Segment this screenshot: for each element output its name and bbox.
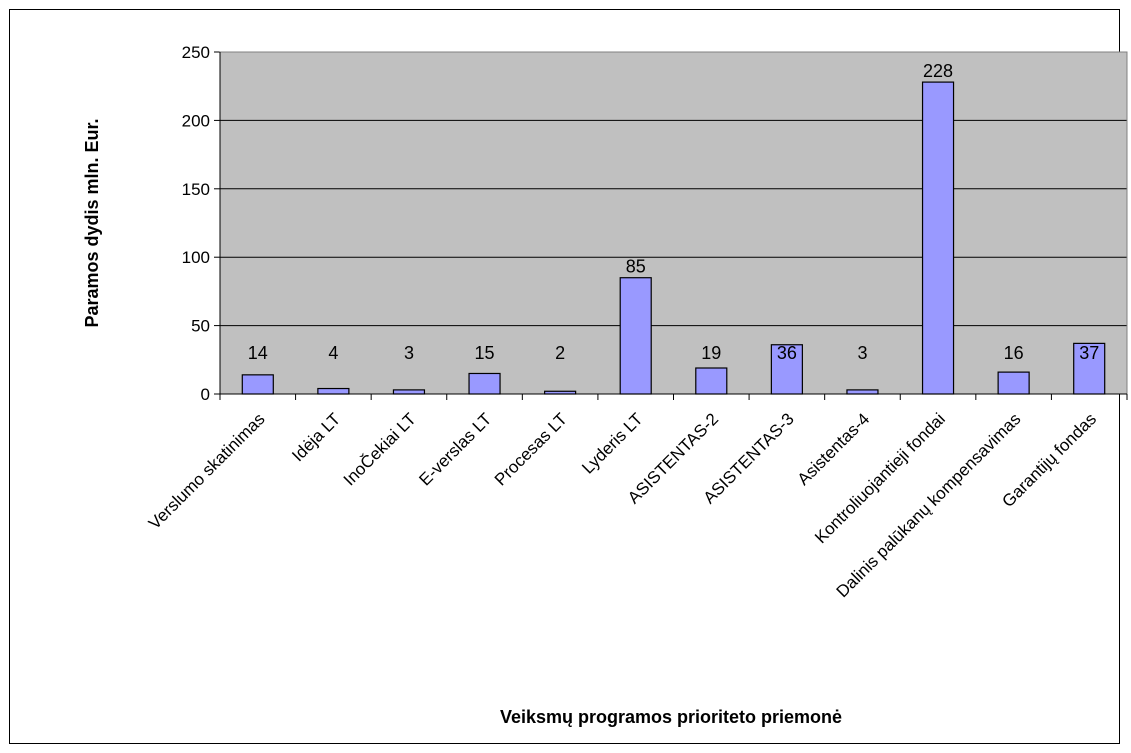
bar [770, 344, 803, 395]
y-tick-label: 100 [182, 248, 210, 267]
data-labels: 14 4 3 15 2 85 19 36 3 228 16 37 [248, 61, 1099, 363]
bars [241, 81, 1106, 395]
y-tick-label: 200 [182, 111, 210, 130]
data-label: 14 [248, 343, 268, 363]
data-label: 4 [328, 343, 338, 363]
y-axis-title: Paramos dydis mln. Eur. [82, 118, 102, 327]
data-label: 228 [923, 61, 953, 81]
data-label: 2 [555, 343, 565, 363]
x-tick-label: Idėja LT [288, 409, 344, 465]
data-label: 19 [701, 343, 721, 363]
x-tick-label: E-verslas LT [415, 409, 495, 489]
bar [317, 387, 350, 395]
x-tick-label: Procesas LT [491, 409, 571, 489]
axes [214, 51, 1128, 400]
bar [241, 374, 274, 395]
x-tick-label: InoČekiai LT [340, 409, 420, 489]
data-label: 85 [626, 257, 646, 277]
data-label: 16 [1004, 343, 1024, 363]
y-tick-label: 50 [191, 317, 210, 336]
x-tick-label: Kontroliuojantieji fondai [811, 409, 949, 547]
bar [392, 389, 426, 395]
y-tick-label: 150 [182, 180, 210, 199]
plot-area [220, 52, 1127, 394]
x-tick-label: Verslumo skatinimas [145, 409, 269, 533]
bar [695, 367, 728, 395]
data-label: 3 [404, 343, 414, 363]
bar [997, 371, 1030, 395]
bar [846, 389, 879, 395]
data-label: 37 [1079, 343, 1099, 363]
data-label: 15 [475, 343, 495, 363]
bar [468, 372, 501, 395]
bar [619, 277, 652, 395]
x-tick-label: Asistentas-4 [794, 409, 874, 489]
y-tick-labels: 0 50 100 150 200 250 [182, 43, 210, 404]
y-tick-label: 250 [182, 43, 210, 62]
x-tick-label: Lyderis LT [578, 409, 646, 477]
data-label: 36 [777, 343, 797, 363]
x-axis-title: Veiksmų programos prioriteto priemonė [500, 707, 842, 727]
bar [921, 81, 955, 395]
data-label: 3 [857, 343, 867, 363]
y-tick-label: 0 [201, 385, 210, 404]
